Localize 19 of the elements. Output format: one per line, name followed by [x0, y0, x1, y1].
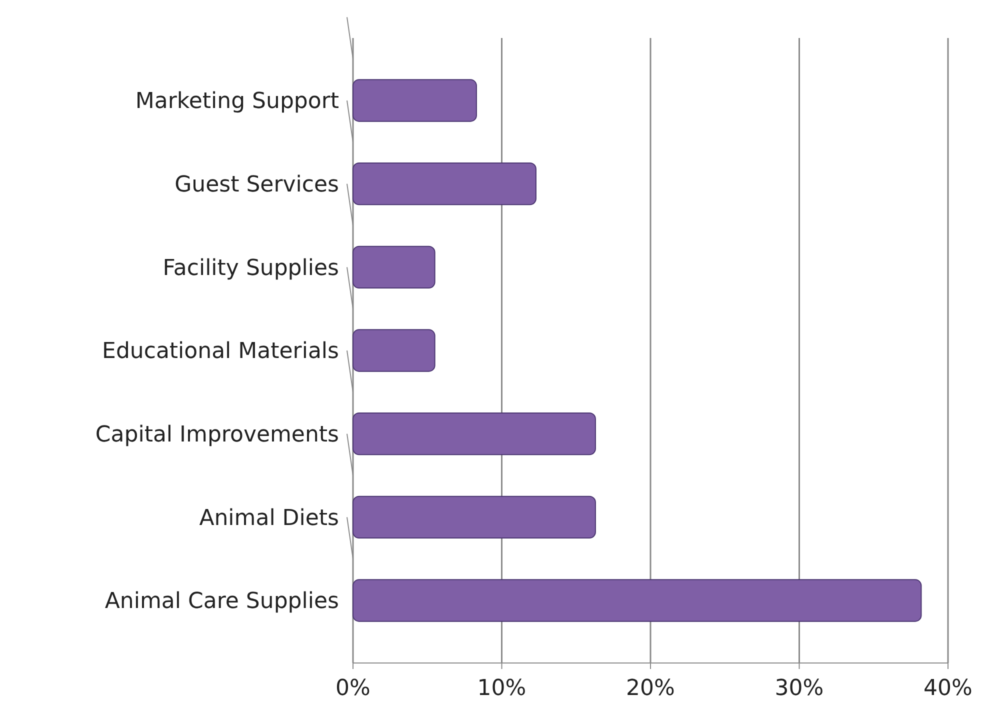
bar: [352, 79, 477, 122]
x-tick-label: 30%: [774, 676, 824, 701]
x-tick-label: 10%: [477, 676, 526, 701]
y-tick-label: Animal Care Supplies: [104, 589, 339, 614]
y-tick-label: Capital Improvements: [95, 422, 339, 448]
bar: [352, 579, 922, 622]
y-tick-label: Animal Diets: [199, 506, 339, 531]
x-tick-label: 20%: [626, 676, 675, 701]
y-tick-label: Educational Materials: [102, 339, 339, 364]
y-tick-label: Facility Supplies: [162, 256, 339, 281]
bar: [352, 412, 596, 456]
bar: [352, 329, 436, 372]
x-tick-label: 40%: [924, 676, 972, 701]
bar: [352, 162, 536, 206]
y-tick-label: Marketing Support: [135, 89, 340, 114]
bar: [352, 496, 596, 538]
bar: [352, 246, 436, 288]
y-tick-label: Guest Services: [174, 172, 339, 198]
x-tick-label: 0%: [336, 676, 370, 701]
